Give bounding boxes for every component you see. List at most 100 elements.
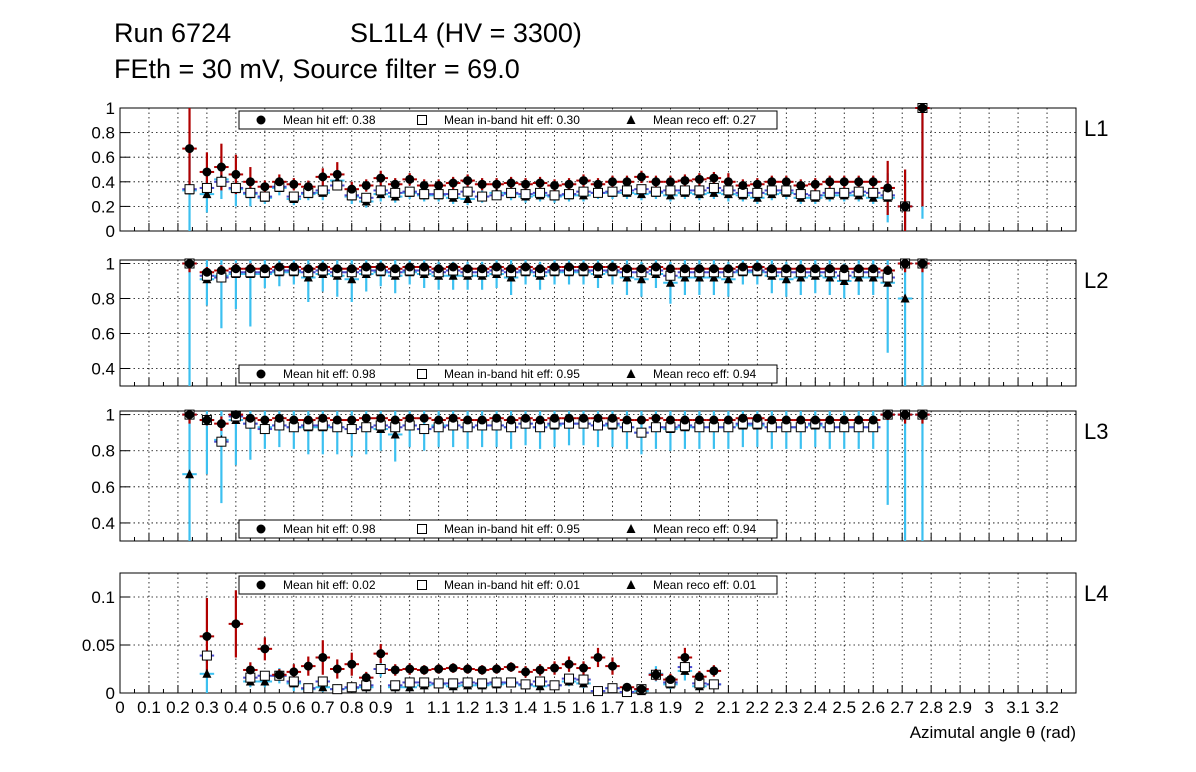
hit-eff-point (492, 664, 502, 674)
reco-eff-point (636, 274, 646, 284)
hit-eff-point (245, 665, 255, 675)
inband-eff-point (201, 182, 212, 193)
inband-eff-point (361, 192, 372, 203)
inband-eff-point (564, 673, 575, 684)
hit-eff-point (448, 663, 458, 673)
hit-eff-point (463, 264, 473, 274)
hit-eff-point (521, 413, 531, 423)
inband-eff-point (245, 187, 256, 198)
hit-eff-point (868, 177, 878, 187)
hit-eff-point (917, 410, 927, 420)
inband-eff-point (346, 424, 357, 435)
legend-inband-marker (417, 524, 427, 534)
inband-eff-point (361, 680, 372, 691)
inband-eff-point (317, 676, 328, 687)
x-tick-label: 2.6 (861, 698, 885, 717)
inband-eff-point (317, 185, 328, 196)
inband-eff-point (419, 677, 430, 688)
hit-eff-point (636, 172, 646, 182)
inband-eff-point (520, 679, 531, 690)
x-tick-label: 2.7 (890, 698, 914, 717)
hit-eff-point (361, 673, 371, 683)
hit-eff-point (376, 649, 386, 659)
reco-eff-point (202, 189, 212, 199)
inband-eff-point (679, 185, 690, 196)
hit-eff-point (202, 167, 212, 177)
hit-eff-point (564, 179, 574, 189)
panel-l2: 0.4 0.6 0.8 1 L2 Mean hit eff: 0.98 Mean in-ba… (91, 255, 1108, 387)
inband-eff-point (419, 424, 430, 435)
inband-eff-point (216, 176, 227, 187)
hit-eff-point (651, 413, 661, 423)
y-tick-label: 0.4 (91, 173, 115, 192)
inband-eff-point (184, 184, 195, 195)
hit-eff-point (738, 413, 748, 423)
x-tick-label: 2.4 (803, 698, 827, 717)
y-tick-label: 0.2 (91, 197, 115, 216)
inband-eff-point (375, 664, 386, 674)
panel-l4: 0 0.05 0.1 L4 Mean hit eff: 0.02 Mean in-band… (82, 572, 1108, 703)
hit-eff-point (231, 410, 241, 420)
hit-eff-point (361, 413, 371, 423)
hit-eff-point (535, 665, 545, 675)
legend-hit-marker (256, 115, 266, 125)
hit-eff-point (216, 266, 226, 275)
inband-eff-point (650, 186, 661, 197)
legend-inband-text: Mean in-band hit eff: 0.30 (444, 113, 580, 127)
hit-eff-point (185, 259, 195, 268)
legend-reco-text: Mean reco eff: 0.27 (653, 113, 757, 127)
hit-eff-point (723, 264, 733, 274)
hit-eff-point (448, 262, 458, 272)
x-tick-label: 0.5 (253, 698, 277, 717)
hit-eff-point (419, 413, 429, 423)
hit-eff-point (289, 415, 299, 425)
legend-hit-text: Mean hit eff: 0.98 (283, 367, 376, 381)
hit-eff-point (709, 666, 719, 676)
hit-eff-point (332, 415, 342, 425)
inband-eff-point (433, 189, 444, 200)
legend-reco-marker (626, 115, 636, 124)
hit-eff-point (917, 103, 927, 113)
hit-eff-point (332, 264, 342, 274)
y-tick-label: 0.4 (91, 360, 115, 379)
hit-eff-point (550, 262, 560, 272)
hit-eff-point (564, 413, 574, 423)
reco-eff-point (347, 274, 357, 284)
hit-eff-point (419, 665, 429, 675)
inband-eff-point (433, 678, 444, 689)
hit-eff-point (332, 664, 342, 674)
title-settings: FEth = 30 mV, Source filter = 69.0 (114, 54, 520, 84)
inband-eff-point (462, 677, 473, 688)
hit-eff-point (593, 652, 603, 662)
hit-eff-point (767, 415, 777, 425)
legend-inband-marker (417, 369, 427, 379)
hit-eff-point (550, 663, 560, 673)
x-tick-label: 1.3 (485, 698, 509, 717)
legend-box (238, 364, 778, 384)
x-tick-label: 3.1 (1006, 698, 1030, 717)
hit-eff-point (318, 172, 328, 182)
y-tick-label: 0.4 (91, 514, 115, 533)
hit-eff-point (274, 177, 284, 187)
hit-eff-point (245, 264, 255, 274)
hit-eff-point (883, 410, 893, 420)
layer-label: L4 (1084, 581, 1108, 606)
x-tick-label: 0.9 (369, 698, 393, 717)
inband-eff-point (259, 670, 270, 681)
hit-eff-point (550, 180, 560, 190)
hit-eff-point (796, 415, 806, 425)
hit-eff-point (390, 179, 400, 189)
hit-eff-point (651, 177, 661, 187)
hit-eff-point (917, 259, 927, 268)
title-superlayer: SL1L4 (HV = 3300) (350, 18, 582, 48)
y-tick-label: 0.6 (91, 325, 115, 344)
legend-hit-marker (256, 369, 266, 379)
hit-eff-point (185, 410, 195, 420)
y-tick-label: 0 (106, 222, 115, 241)
inband-eff-point (810, 190, 821, 201)
hit-eff-point (607, 413, 617, 423)
hit-eff-point (347, 264, 357, 274)
panel-l3: 0.4 0.6 0.8 1 L3 Mean hit eff: 0.98 Mean in-ba… (91, 406, 1108, 542)
hit-eff-point (607, 661, 617, 671)
hit-eff-point (506, 415, 516, 425)
